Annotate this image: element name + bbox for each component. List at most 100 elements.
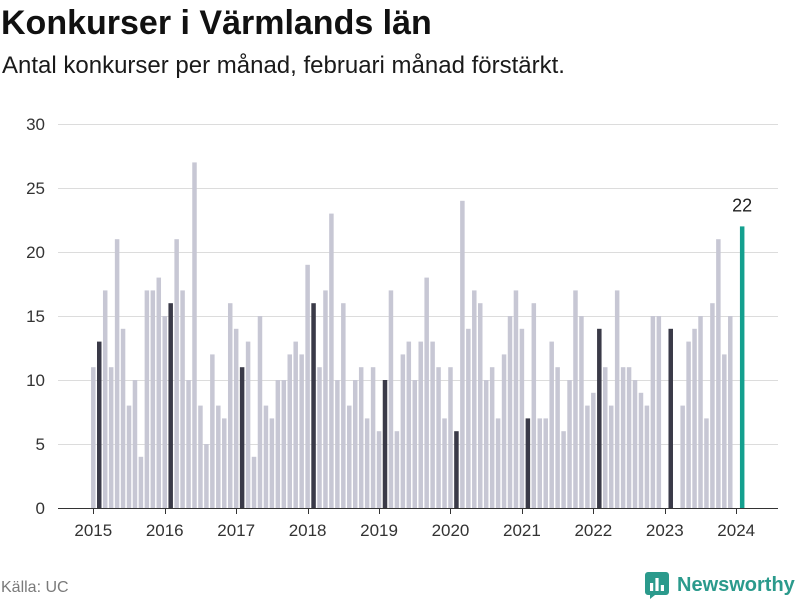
- x-tick-label: 2022: [574, 521, 612, 540]
- bar-2022-05: [614, 290, 620, 508]
- bar-2019-04: [394, 431, 400, 508]
- bar-2018-04: [323, 290, 328, 508]
- bar-2018-03: [317, 367, 322, 508]
- data-labels: 22: [732, 195, 752, 215]
- bar-2021-11: [579, 316, 584, 508]
- y-axis: 0 5 10 15 20 25 30: [26, 115, 45, 518]
- bar-2024-02: [739, 226, 745, 508]
- bar-2017-02: [239, 367, 245, 508]
- bar-2018-08: [347, 405, 352, 508]
- bar-2016-04: [180, 290, 185, 508]
- bar-2017-09: [281, 380, 287, 508]
- chart-subtitle: Antal konkurser per månad, februari måna…: [2, 52, 565, 79]
- x-tick-label: 2023: [646, 521, 684, 540]
- bar-2019-05: [400, 354, 406, 508]
- bar-2020-05: [472, 290, 477, 508]
- bar-2015-06: [120, 328, 126, 508]
- y-tick-label: 10: [26, 371, 45, 390]
- bar-2020-01: [448, 367, 453, 508]
- bar-2021-05: [543, 418, 548, 508]
- bar-2018-12: [370, 367, 376, 508]
- bar-2020-08: [489, 367, 495, 508]
- bar-2023-05: [686, 341, 691, 508]
- x-tick-label: 2024: [717, 521, 755, 540]
- bar-2020-02: [454, 431, 459, 508]
- chart-title: Konkurser i Värmlands län: [1, 4, 432, 42]
- bar-2023-11: [722, 354, 727, 508]
- bar-2022-07: [626, 367, 632, 508]
- bar-2022-06: [620, 367, 626, 508]
- bar-2017-03: [245, 341, 251, 508]
- x-tick-label: 2018: [289, 521, 327, 540]
- bar-2022-03: [603, 367, 608, 508]
- bar-2017-10: [287, 354, 292, 508]
- bar-2019-11: [436, 367, 441, 508]
- bar-2015-12: [156, 277, 162, 508]
- bar-2016-11: [222, 418, 227, 508]
- bar-2022-09: [638, 392, 644, 508]
- x-tick-label: 2020: [432, 521, 470, 540]
- bar-2020-04: [466, 328, 471, 508]
- bar-2018-05: [329, 213, 334, 508]
- bar-2019-12: [442, 418, 447, 508]
- bar-2016-03: [174, 239, 179, 508]
- bar-2017-04: [251, 456, 257, 508]
- y-tick-label: 20: [26, 243, 45, 262]
- bar-2017-06: [263, 405, 269, 508]
- bar-2015-03: [102, 290, 108, 508]
- bar-2015-10: [144, 290, 150, 508]
- bar-2017-07: [269, 418, 275, 508]
- bar-2019-06: [406, 341, 412, 508]
- bar-2019-07: [412, 380, 418, 508]
- bar-2023-09: [710, 303, 715, 508]
- bar-2018-07: [341, 303, 346, 508]
- bar-2020-09: [495, 418, 501, 508]
- bar-2022-08: [632, 380, 638, 508]
- bar-2019-08: [418, 341, 423, 508]
- bar-2017-12: [299, 354, 304, 508]
- bar-2022-01: [591, 392, 596, 508]
- bar-2015-08: [132, 380, 138, 508]
- bar-2018-09: [352, 380, 358, 508]
- bar-2016-07: [198, 405, 203, 508]
- bar-2017-05: [257, 316, 263, 508]
- bar-2021-01: [519, 328, 525, 508]
- bar-2019-02: [382, 380, 388, 508]
- bar-2015-04: [108, 367, 114, 508]
- x-tick-label: 2021: [503, 521, 541, 540]
- bar-chart-bubble-icon: [645, 572, 669, 599]
- bar-2016-09: [210, 354, 215, 508]
- bar-2016-08: [204, 444, 209, 508]
- bar-2022-10: [644, 405, 650, 508]
- bar-2018-10: [358, 367, 364, 508]
- bar-2021-02: [525, 418, 531, 508]
- x-tick-label: 2019: [360, 521, 398, 540]
- bar-2021-12: [585, 405, 590, 508]
- bar-2018-02: [311, 303, 316, 508]
- x-tick-label: 2015: [74, 521, 112, 540]
- y-tick-label: 25: [26, 179, 45, 198]
- bar-2022-11: [650, 316, 656, 508]
- bar-2017-11: [293, 341, 298, 508]
- bar-2018-11: [364, 418, 370, 508]
- newsworthy-logo: Newsworthy: [645, 571, 795, 599]
- bar-2016-05: [186, 380, 191, 508]
- bar-2021-10: [573, 290, 578, 508]
- bar-2020-11: [507, 316, 513, 508]
- bar-2016-01: [162, 316, 167, 508]
- bar-2020-10: [501, 354, 507, 508]
- bar-2021-04: [537, 418, 543, 508]
- bar-2019-01: [376, 431, 382, 508]
- bar-2017-01: [233, 328, 239, 508]
- bar-2021-06: [549, 341, 554, 508]
- x-tick-label: 2016: [146, 521, 184, 540]
- bar-2023-07: [698, 316, 703, 508]
- bar-2020-12: [513, 290, 519, 508]
- bar-2023-06: [692, 328, 697, 508]
- bar-2021-08: [561, 431, 566, 508]
- bar-2015-05: [114, 239, 120, 508]
- y-tick-label: 30: [26, 115, 45, 134]
- bar-2020-06: [478, 303, 483, 508]
- bar-2022-12: [656, 316, 662, 508]
